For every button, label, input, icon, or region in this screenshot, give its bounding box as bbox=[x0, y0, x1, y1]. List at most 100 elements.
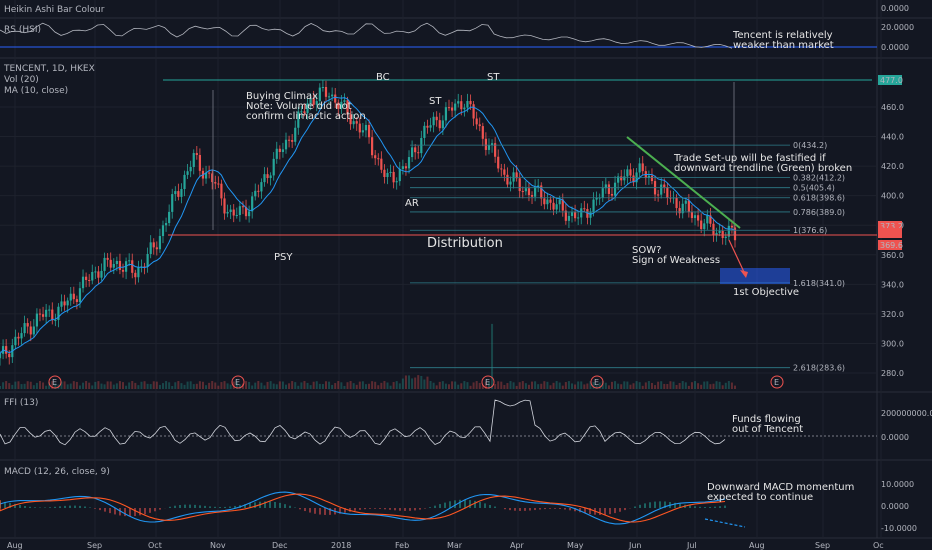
volume-bar bbox=[567, 381, 570, 389]
macd-histogram-bar bbox=[639, 504, 641, 508]
macd-histogram-bar bbox=[344, 508, 346, 513]
candle-body bbox=[494, 143, 497, 157]
candle-body bbox=[601, 188, 604, 198]
candle-body bbox=[414, 147, 417, 153]
ffi-title: FFI (13) bbox=[4, 398, 39, 408]
volume-bar bbox=[201, 381, 204, 389]
volume-bar bbox=[540, 383, 543, 389]
volume-bar bbox=[303, 381, 306, 389]
candle-body bbox=[555, 204, 558, 210]
volume-bar bbox=[340, 382, 343, 389]
candle-body bbox=[564, 210, 567, 221]
candle-body bbox=[604, 184, 607, 189]
volume-bar bbox=[426, 376, 429, 389]
macd-histogram-bar bbox=[524, 508, 526, 511]
macd-histogram-bar bbox=[99, 508, 101, 511]
candle-body bbox=[534, 186, 537, 197]
volume-bar bbox=[266, 381, 269, 389]
candle-body bbox=[620, 176, 623, 181]
candle-body bbox=[580, 208, 583, 218]
candle-body bbox=[663, 184, 666, 188]
macd-histogram-bar bbox=[719, 506, 721, 508]
candle-body bbox=[186, 171, 189, 175]
candle-body bbox=[146, 253, 149, 267]
macd-histogram-bar bbox=[189, 504, 191, 508]
volume-bar bbox=[88, 382, 91, 389]
volume-bar bbox=[660, 381, 663, 389]
candle-body bbox=[577, 217, 580, 219]
candle-body bbox=[715, 232, 718, 235]
volume-bar bbox=[395, 381, 398, 389]
macd-histogram-bar bbox=[79, 505, 81, 508]
candle-body bbox=[85, 276, 88, 280]
volume-bar bbox=[312, 381, 315, 389]
volume-bar bbox=[146, 383, 149, 389]
x-tick-label: Oct bbox=[148, 541, 162, 550]
macd-histogram-bar bbox=[449, 501, 451, 508]
candle-body bbox=[287, 139, 291, 141]
candle-body bbox=[632, 175, 635, 183]
candle-body bbox=[303, 111, 306, 114]
volume-bar bbox=[134, 382, 137, 389]
macd-histogram-bar bbox=[4, 501, 6, 508]
candle-body bbox=[297, 111, 300, 128]
macd-histogram-bar bbox=[59, 506, 61, 508]
macd-histogram-bar bbox=[304, 508, 306, 512]
candle-body bbox=[171, 194, 174, 212]
macd-title: MACD (12, 26, close, 9) bbox=[4, 467, 110, 477]
ma-line bbox=[0, 96, 736, 355]
volume-bar bbox=[235, 381, 238, 389]
candle-body bbox=[75, 299, 78, 302]
macd-histogram-bar bbox=[309, 508, 311, 513]
earnings-marker bbox=[481, 375, 495, 389]
x-tick-label: Mar bbox=[447, 541, 463, 550]
macd-histogram-bar bbox=[219, 506, 221, 508]
volume-bar bbox=[285, 384, 288, 389]
macd-histogram-bar bbox=[474, 500, 476, 508]
volume-bar bbox=[355, 384, 358, 389]
volume-bar bbox=[152, 381, 155, 389]
volume-bar bbox=[45, 385, 48, 389]
macd-histogram-bar bbox=[234, 505, 236, 508]
candle-body bbox=[389, 171, 392, 173]
candle-body bbox=[238, 206, 241, 216]
volume-bar bbox=[414, 377, 417, 389]
volume-bar bbox=[647, 381, 650, 389]
volume-bar bbox=[481, 385, 484, 389]
volume-bar bbox=[35, 382, 38, 389]
candle-body bbox=[392, 171, 395, 183]
candle-body bbox=[318, 87, 321, 102]
candle-body bbox=[472, 104, 475, 119]
candle-body bbox=[312, 98, 315, 105]
volume-bar bbox=[543, 381, 546, 389]
volume-bar bbox=[460, 383, 463, 389]
candle-body bbox=[334, 94, 337, 103]
candle-body bbox=[527, 188, 531, 196]
macd-histogram-bar bbox=[159, 508, 161, 510]
candle-body bbox=[100, 270, 103, 278]
candle-body bbox=[457, 101, 460, 104]
candle-body bbox=[595, 197, 598, 200]
candle-body bbox=[660, 184, 663, 195]
candle-body bbox=[294, 127, 297, 142]
candle-body bbox=[149, 242, 152, 254]
candle-body bbox=[263, 174, 266, 183]
macd-histogram-bar bbox=[279, 502, 281, 508]
candle-body bbox=[709, 215, 712, 224]
volume-bar bbox=[607, 385, 610, 389]
candle-body bbox=[690, 211, 694, 219]
earnings-marker bbox=[231, 375, 245, 389]
candle-body bbox=[570, 212, 574, 216]
setup-note-1: Trade Set-up will be fastified if bbox=[674, 153, 826, 164]
volume-bar bbox=[288, 383, 291, 389]
volume-bar bbox=[20, 384, 23, 389]
price-tag bbox=[878, 228, 902, 238]
fib-label: 1.618(341.0) bbox=[793, 279, 845, 288]
heikin-tick: 0.0000 bbox=[881, 4, 909, 13]
candle-body bbox=[278, 148, 281, 153]
macd-histogram-bar bbox=[109, 508, 111, 514]
candle-body bbox=[229, 209, 232, 212]
volume-bar bbox=[275, 384, 278, 389]
candle-body bbox=[730, 225, 734, 228]
